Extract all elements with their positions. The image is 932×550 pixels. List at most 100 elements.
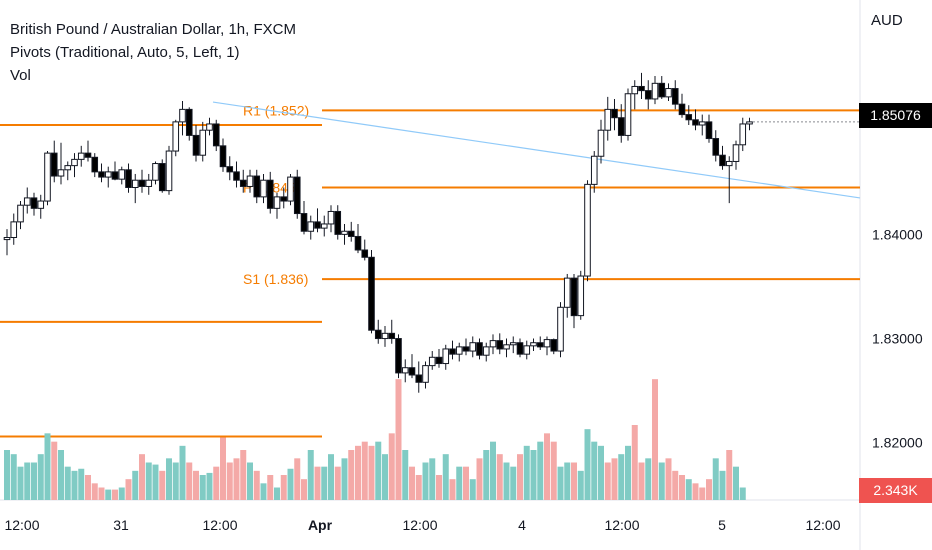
last-price-tag: 1.85076 [859,103,932,128]
candle-body [179,108,186,123]
volume-bar [631,425,638,500]
candle-body [638,85,645,92]
volume-bar [139,454,145,500]
candle-body [523,345,531,355]
volume-bar [625,445,631,500]
candle-body [449,348,456,355]
volume-bar [152,464,159,500]
candle-body [152,163,159,181]
volume-bar [422,462,429,500]
volume-bar [550,441,557,500]
volume-bar [523,445,530,500]
candle-body [3,237,11,241]
time-tick-label: 12:00 [4,517,39,533]
volume-bar [172,462,179,500]
volume-bar [355,445,361,500]
volume-bar [530,450,537,500]
volume-bar [402,450,409,500]
volume-bar [348,450,355,500]
candle-body [381,332,389,340]
volume-bar [557,466,564,500]
candle-body [469,342,477,352]
candle-body [233,171,240,181]
volume-bar [71,470,78,500]
candle-body [516,342,524,355]
price-tick-label: 1.84000 [872,226,923,242]
candle-body [725,160,733,167]
volume-bar [442,454,449,500]
volume-bar [537,441,544,500]
volume-bar [253,470,260,500]
candle-body [44,152,51,202]
candle-body [401,367,409,374]
candle-body [37,200,45,209]
candle-body [577,275,585,317]
volume-bar [564,462,571,500]
candle-body [665,88,672,98]
candle-body [327,210,335,225]
candle-body [300,213,308,232]
volume-bar [280,475,287,500]
candle-body [361,249,369,258]
pivot-label: S1 (1.836) [243,271,308,287]
volume-bar [132,470,139,500]
candle-body [557,306,564,352]
candle-body [530,342,537,347]
candle-body [287,176,294,202]
volume-bar [118,487,125,500]
candle-body [246,175,254,187]
volume-bar [4,450,10,500]
volume-bar [395,379,402,500]
volume-bar [307,450,314,500]
candle-body [658,82,666,98]
candle-body [476,342,483,356]
volume-bar [274,487,280,500]
volume-bar [496,454,503,500]
candle-body [692,119,699,126]
volume-bar [510,466,517,500]
candle-body [10,221,18,238]
volume-bar [51,441,58,500]
volume-bar [206,472,213,500]
candle-body [631,85,639,95]
candle-body [671,88,679,105]
volume-bar [598,445,604,500]
candle-body [165,150,173,192]
volume-bar [726,450,733,500]
volume-bar [179,445,186,500]
candle-body [91,156,99,173]
candle-body [584,183,591,277]
candle-body [219,145,227,168]
candle-body [104,171,112,178]
volume-bar [685,479,692,500]
time-tick-label: 12:00 [604,517,639,533]
candle-body [138,179,146,187]
candle-body [536,342,544,348]
volume-bar [375,441,382,500]
indicator-label[interactable]: Pivots (Traditional, Auto, 5, Left, 1) [10,44,240,61]
volume-label[interactable]: Vol [10,67,31,84]
volume-bar [449,479,456,500]
chart-legend: British Pound / Australian Dollar, 1h, F… [10,18,296,87]
volume-bar [37,454,44,500]
volume-bar [652,379,658,500]
volume-bar [645,458,652,500]
candle-body [712,138,720,156]
candle-body [597,129,605,157]
candle-body [415,374,423,383]
volume-bar [739,487,746,500]
time-tick-label: 4 [518,517,526,533]
volume-bar [31,462,37,500]
candle-body [462,346,470,352]
symbol-title[interactable]: British Pound / Australian Dollar, 1h, F… [10,21,296,38]
candle-body [550,339,558,352]
candle-body [50,152,58,177]
volume-bar [577,470,584,500]
volume-bar [591,441,598,500]
candle-body [617,117,625,136]
candle-body [732,144,740,162]
candle-body [422,365,429,383]
volume-bar [213,466,220,500]
candle-body [314,221,321,229]
